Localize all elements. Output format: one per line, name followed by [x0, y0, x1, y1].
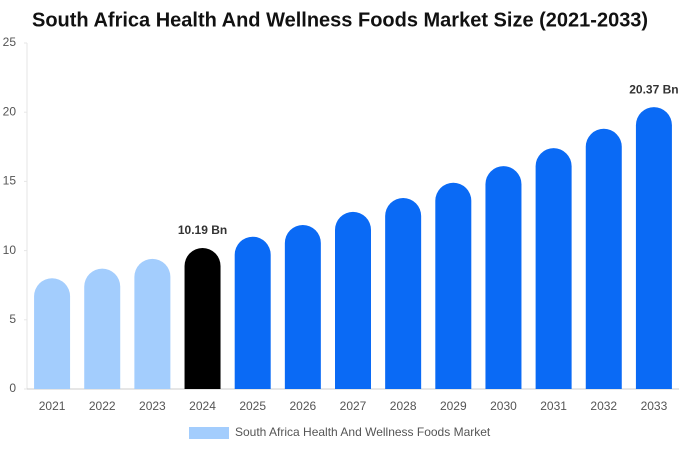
legend-label: South Africa Health And Wellness Foods M…	[235, 425, 491, 439]
y-tick-label: 20	[3, 104, 17, 118]
x-tick-label: 2024	[189, 399, 216, 413]
x-tick-label: 2022	[89, 399, 116, 413]
bar	[34, 278, 71, 389]
value-label: 10.19 Bn	[178, 223, 227, 237]
x-tick-label: 2028	[390, 399, 417, 413]
bar	[585, 128, 622, 390]
bar	[635, 107, 672, 390]
bar	[234, 236, 271, 389]
x-tick-label: 2027	[340, 399, 367, 413]
y-tick-label: 15	[3, 174, 17, 188]
x-tick-label: 2031	[540, 399, 567, 413]
y-tick-label: 10	[3, 243, 17, 257]
bar	[84, 268, 121, 389]
x-tick-label: 2032	[590, 399, 617, 413]
bar	[485, 166, 522, 389]
x-tick-label: 2023	[139, 399, 166, 413]
y-tick-label: 0	[9, 381, 16, 395]
bar	[335, 211, 371, 389]
value-label: 20.37 Bn	[629, 82, 678, 96]
legend-swatch	[189, 427, 229, 439]
bar	[134, 258, 171, 389]
x-tick-label: 2025	[239, 399, 266, 413]
bar	[284, 224, 321, 389]
x-tick-label: 2033	[641, 399, 668, 413]
chart-title: South Africa Health And Wellness Foods M…	[32, 9, 648, 31]
y-tick-label: 25	[3, 35, 17, 49]
x-tick-label: 2029	[440, 399, 467, 413]
bar	[435, 182, 472, 389]
x-tick-label: 2026	[289, 399, 316, 413]
x-tick-label: 2021	[39, 399, 66, 413]
y-tick-label: 5	[9, 312, 16, 326]
bar	[385, 198, 422, 389]
x-tick-label: 2030	[490, 399, 517, 413]
bar	[184, 247, 221, 389]
bar	[535, 148, 572, 389]
